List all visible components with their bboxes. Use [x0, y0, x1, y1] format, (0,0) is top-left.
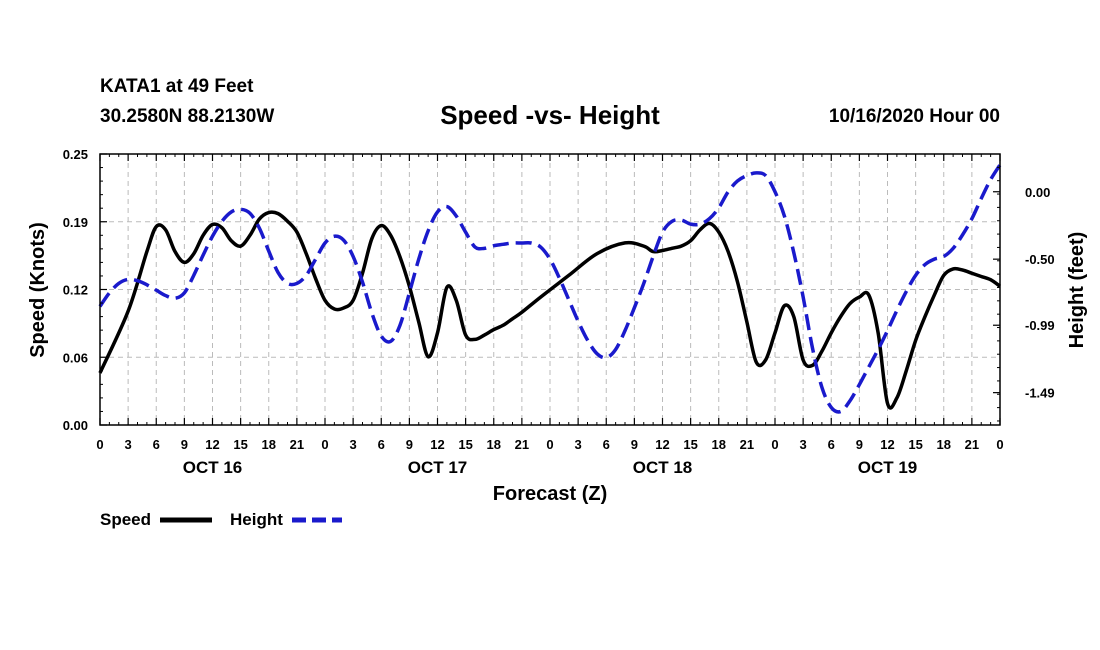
station-coords: 30.2580N 88.2130W — [100, 106, 275, 127]
run-time: 10/16/2020 Hour 00 — [828, 106, 1000, 127]
y2-tick-label: 0.00 — [1025, 185, 1050, 200]
y2-tick-label: -1.49 — [1025, 386, 1055, 401]
x-tick-label: 6 — [153, 437, 160, 452]
x-tick-label: 18 — [262, 437, 276, 452]
x-tick-label: 0 — [546, 437, 553, 452]
x-tick-label: 6 — [828, 437, 835, 452]
height-series-line — [98, 163, 1002, 414]
x-tick-label: 0 — [96, 437, 103, 452]
chart-title: Speed -vs- Height — [440, 100, 660, 130]
axes: 0 3 6 9 12 15 18 21 0 3 6 9 12 15 18 21 0 3 6 9 12 15 18 21 0 3 6 9… — [63, 147, 1055, 477]
y2-axis-title: Height (feet) — [1066, 232, 1088, 349]
x-tick-label: 0 — [321, 437, 328, 452]
x-tick-label: 9 — [406, 437, 413, 452]
y2-tick-label: -0.99 — [1025, 318, 1055, 333]
x-tick-label: 0 — [771, 437, 778, 452]
legend: Speed Height — [100, 510, 342, 529]
x-tick-label: 15 — [458, 437, 472, 452]
y-tick-label: 0.25 — [63, 147, 88, 162]
y-axis-title: Speed (Knots) — [27, 222, 49, 358]
day-label: OCT 16 — [183, 458, 243, 477]
x-tick-label: 21 — [290, 437, 304, 452]
x-tick-label: 15 — [908, 437, 922, 452]
x-tick-label: 6 — [603, 437, 610, 452]
grid — [100, 154, 1000, 425]
x-tick-label: 18 — [712, 437, 726, 452]
x-tick-label: 12 — [880, 437, 894, 452]
legend-height-label: Height — [230, 510, 283, 529]
y2-tick-label: -0.50 — [1025, 252, 1055, 267]
x-tick-label: 21 — [740, 437, 754, 452]
y-tick-label: 0.19 — [63, 215, 88, 230]
x-tick-label: 9 — [631, 437, 638, 452]
y-tick-label: 0.12 — [63, 283, 88, 298]
x-tick-label: 6 — [378, 437, 385, 452]
x-tick-label: 3 — [125, 437, 132, 452]
speed-series-line — [98, 210, 1002, 410]
x-tick-label: 21 — [965, 437, 979, 452]
x-tick-label: 9 — [856, 437, 863, 452]
x-tick-label: 3 — [575, 437, 582, 452]
x-tick-label: 15 — [233, 437, 247, 452]
x-tick-label: 21 — [515, 437, 529, 452]
day-label: OCT 18 — [633, 458, 693, 477]
x-tick-label: 15 — [683, 437, 697, 452]
x-tick-label: 3 — [350, 437, 357, 452]
day-label: OCT 17 — [408, 458, 468, 477]
station-name: KATA1 at 49 Feet — [100, 76, 254, 97]
x-tick-label: 18 — [937, 437, 951, 452]
day-label: OCT 19 — [858, 458, 918, 477]
x-axis-title: Forecast (Z) — [493, 483, 607, 505]
y-tick-label: 0.06 — [63, 350, 88, 365]
x-tick-label: 3 — [800, 437, 807, 452]
legend-speed-label: Speed — [100, 510, 151, 529]
x-tick-label: 12 — [655, 437, 669, 452]
x-tick-label: 0 — [996, 437, 1003, 452]
x-tick-label: 12 — [430, 437, 444, 452]
y-tick-label: 0.00 — [63, 418, 88, 433]
series-group — [98, 163, 1002, 414]
x-tick-label: 18 — [487, 437, 501, 452]
x-tick-label: 9 — [181, 437, 188, 452]
x-tick-label: 12 — [205, 437, 219, 452]
